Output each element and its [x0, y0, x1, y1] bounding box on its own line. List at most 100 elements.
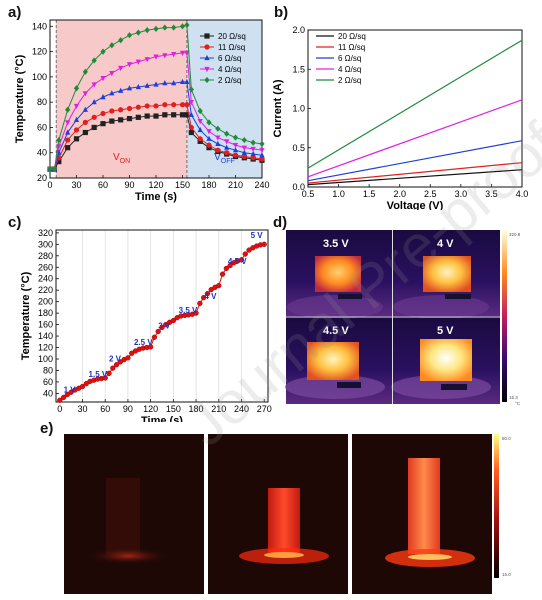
- voltage-annotation-1: 1.5 V: [89, 370, 108, 379]
- legend-label-0: 20 Ω/sq: [218, 32, 246, 41]
- thermal-image-d: 3.5 V 4 V 4.5 V 5 V 320.8 15.3 °C: [285, 230, 521, 406]
- y-axis-title: Current (A): [272, 79, 284, 137]
- x-tick-label: 3.0: [455, 189, 468, 199]
- data-point: [155, 328, 161, 335]
- data-point: [57, 397, 63, 403]
- data-point: [109, 118, 115, 124]
- data-point: [219, 271, 226, 277]
- x-tick-label: 180: [201, 180, 216, 190]
- data-point: [65, 129, 71, 135]
- data-point: [126, 32, 133, 39]
- data-point: [162, 80, 168, 86]
- data-point: [147, 344, 154, 350]
- thermal-e-colorbar: [494, 434, 499, 578]
- data-point: [144, 57, 150, 63]
- voltage-annotation-8: 5 V: [251, 231, 264, 240]
- x-tick-label: 210: [211, 404, 226, 414]
- legend-label-0: 20 Ω/sq: [338, 32, 366, 41]
- data-point: [188, 86, 194, 93]
- voltage-annotation-7: 4.5 V: [228, 257, 247, 266]
- x-tick-label: 60: [100, 404, 110, 414]
- data-point: [65, 120, 71, 126]
- series-line-2: [307, 140, 523, 182]
- data-point: [197, 119, 203, 125]
- thermal-d-scale-min: 15.3: [509, 395, 518, 400]
- data-point: [241, 136, 247, 144]
- data-point: [73, 136, 80, 142]
- data-point: [197, 126, 203, 133]
- x-tick-label: 60: [98, 180, 108, 190]
- data-point: [250, 139, 256, 146]
- y-tick-label: 180: [38, 308, 53, 318]
- thermal-d-label-2: 4 V: [437, 238, 454, 250]
- data-point: [232, 152, 239, 158]
- y-tick-label: 200: [38, 297, 53, 307]
- data-point: [109, 42, 115, 49]
- data-point: [197, 136, 203, 142]
- data-point: [179, 78, 186, 85]
- x-tick-label: 1.5: [363, 189, 376, 199]
- data-point: [110, 365, 116, 371]
- data-point: [206, 135, 212, 141]
- data-point: [135, 83, 141, 90]
- data-point: [109, 108, 115, 114]
- data-point: [47, 166, 53, 173]
- data-point: [200, 295, 207, 301]
- y-tick-label: 1.5: [292, 64, 305, 74]
- data-point: [171, 102, 177, 108]
- data-point: [162, 24, 168, 31]
- data-point: [153, 54, 159, 60]
- data-point: [82, 106, 88, 112]
- data-point: [250, 155, 256, 161]
- data-point: [65, 145, 71, 151]
- data-point: [188, 129, 194, 136]
- data-point: [126, 115, 133, 122]
- plot-frame: [55, 229, 269, 403]
- data-point: [83, 381, 89, 387]
- data-point: [179, 23, 186, 30]
- data-point: [184, 78, 190, 85]
- data-point: [259, 156, 265, 162]
- data-point: [118, 87, 124, 93]
- thermal-image-e: 80.0 15.0: [64, 434, 511, 594]
- data-point: [163, 321, 169, 328]
- data-point: [188, 100, 194, 106]
- data-point: [135, 114, 141, 120]
- y-tick-label: 280: [38, 251, 53, 261]
- data-point: [197, 107, 203, 115]
- series-line-1: [307, 162, 523, 184]
- data-point: [144, 27, 150, 34]
- y-tick-label: 20: [37, 173, 47, 183]
- x-tick-label: 0: [47, 180, 52, 190]
- y-tick-label: 80: [43, 365, 53, 375]
- data-point: [250, 150, 256, 157]
- data-point: [106, 370, 112, 376]
- x-tick-label: 4.0: [516, 189, 529, 199]
- series-line-0: [307, 169, 523, 186]
- data-point: [109, 70, 115, 77]
- data-point: [151, 334, 158, 340]
- data-point: [206, 142, 212, 148]
- legend-marker-1: [204, 44, 210, 50]
- y-tick-label: 240: [38, 274, 53, 284]
- chart-b: 0.5 1.0 1.5 2.0 2.5 3.0 3.5 4.00.00.51.01.52.0V…: [272, 25, 529, 212]
- data-point: [179, 112, 186, 118]
- y-tick-label: 120: [32, 47, 47, 57]
- data-point: [232, 143, 239, 149]
- data-point: [144, 113, 150, 119]
- data-point: [56, 136, 62, 144]
- y-tick-label: 100: [32, 72, 47, 82]
- data-point: [135, 104, 141, 110]
- y-axis-title: Temperature (°C): [14, 54, 26, 143]
- data-point: [100, 110, 106, 117]
- series-line-3: [307, 99, 523, 178]
- x-tick-label: 0.5: [302, 189, 315, 199]
- region-label-sub: OFF: [221, 158, 235, 165]
- data-point: [223, 265, 230, 272]
- data-point: [206, 129, 212, 135]
- data-point: [126, 85, 133, 91]
- data-point: [162, 102, 168, 108]
- y-tick-label: 2.0: [292, 25, 305, 35]
- data-point: [250, 146, 256, 153]
- panel-a: a) VON VOFF 0 30 60 90 120 150 180 210 240 20 40 60 80…: [0, 0, 270, 210]
